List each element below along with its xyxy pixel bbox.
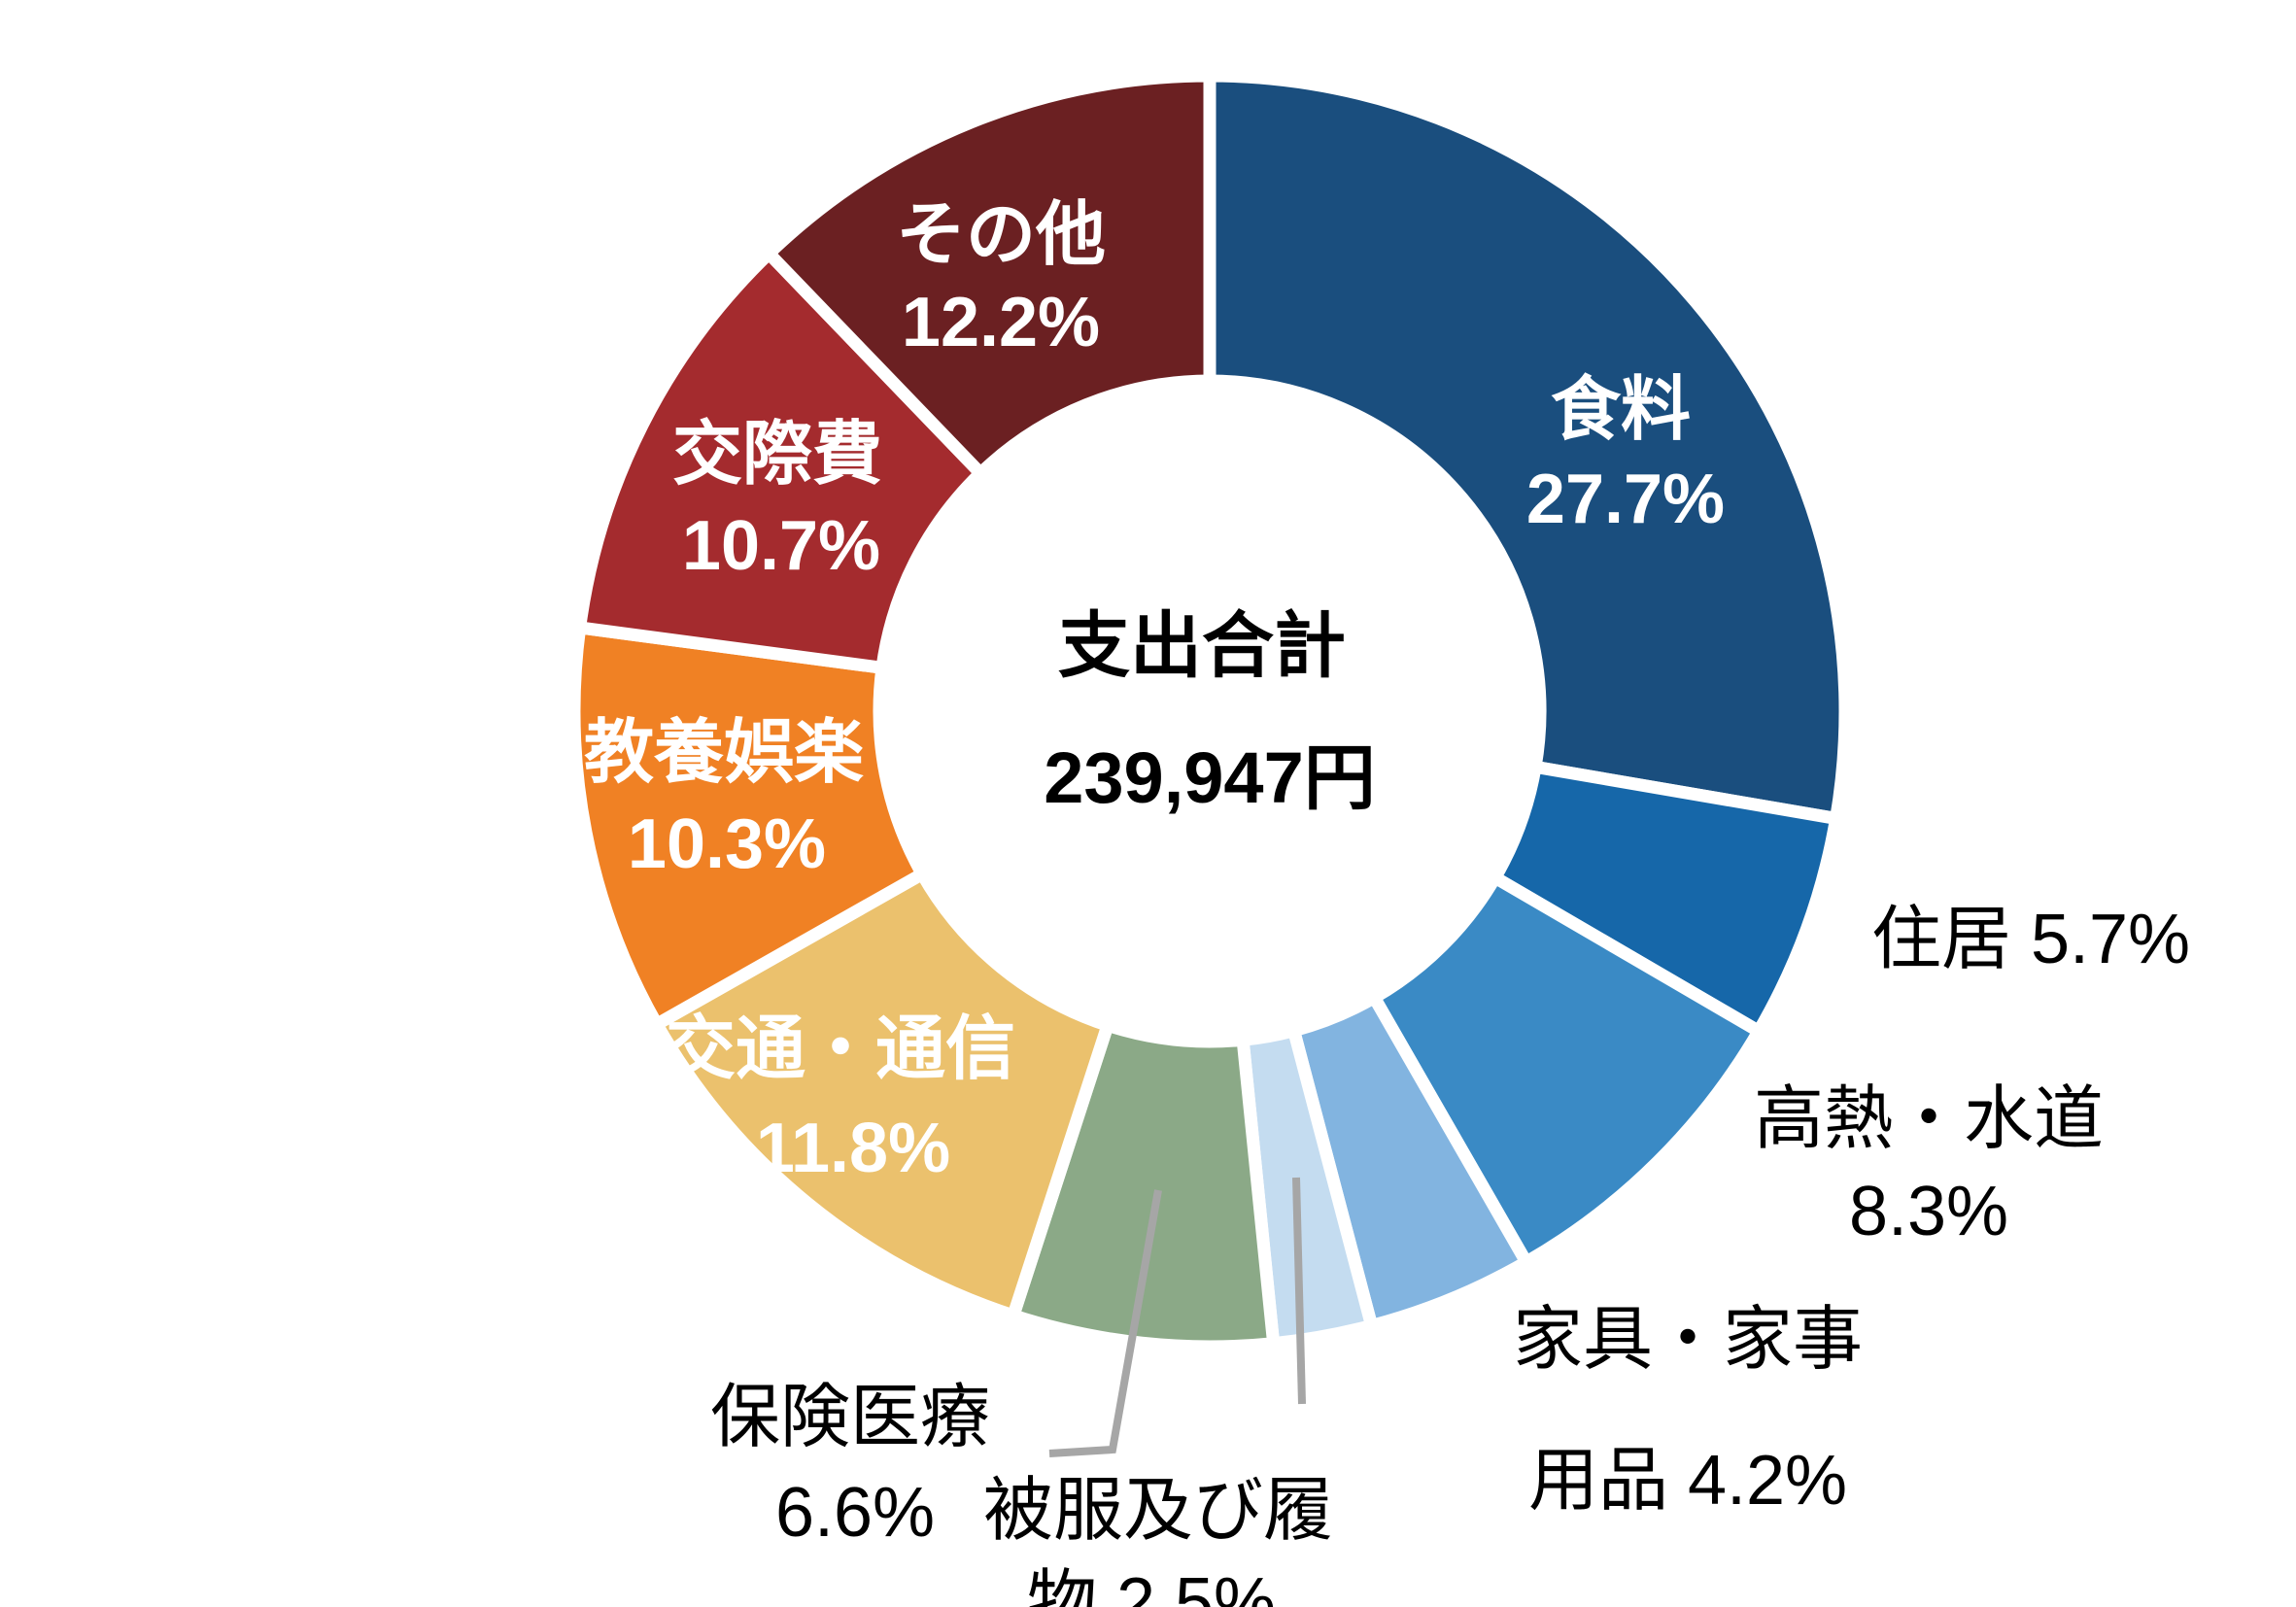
slice-label-clothing-footwear-line2: 物 2.5% <box>1027 1564 1276 1607</box>
slice-label-health-medical-line2: 6.6% <box>775 1474 935 1552</box>
slice-label-utilities-water-line1: 高熱・水道 <box>1754 1080 2104 1158</box>
slice-label-transport-communication-line1: 交通・通信 <box>666 1010 1015 1088</box>
slice-utilities-water <box>1367 871 1765 1269</box>
leader-line-health-medical <box>1048 1189 1162 1457</box>
slice-label-transport-communication-line2: 11.8% <box>756 1110 950 1187</box>
slice-label-social-expenses-line2: 10.7% <box>682 507 880 585</box>
slice-transport-communication <box>650 868 1114 1322</box>
slice-label-social-expenses-line1: 交際費 <box>672 416 882 494</box>
slice-others <box>762 69 1217 480</box>
slice-label-food-line1: 食料 <box>1551 371 1691 449</box>
slice-label-others-line1: その他 <box>896 196 1106 274</box>
leader-lines <box>1048 1177 1306 1457</box>
slice-label-food-line2: 27.7% <box>1526 461 1725 538</box>
slice-social-expenses <box>573 247 987 674</box>
center-total-label: 支出合計 239,947円 <box>1044 605 1376 818</box>
leader-line-clothing-footwear <box>1292 1177 1306 1405</box>
slice-label-housing-line1: 住居 5.7% <box>1871 901 2190 978</box>
slice-food <box>1203 69 1852 825</box>
center-label-line2: 239,947円 <box>1044 737 1376 818</box>
slice-label-furniture-household-line1: 家具・家事 <box>1513 1301 1863 1379</box>
slice-label-culture-entertainment-line1: 教養娯楽 <box>584 714 864 792</box>
slice-culture-entertainment <box>567 621 929 1031</box>
slice-label-furniture-household-line2: 用品 4.2% <box>1528 1442 1847 1520</box>
slice-label-utilities-water-line2: 8.3% <box>1849 1173 2008 1250</box>
slice-label-culture-entertainment-line2: 10.3% <box>628 805 826 883</box>
center-label-line1: 支出合計 <box>1058 605 1346 686</box>
slice-label-others-line2: 12.2% <box>902 284 1100 361</box>
donut-slices <box>567 69 1852 1353</box>
slice-label-health-medical-line1: 保険医療 <box>710 1379 990 1456</box>
slice-label-clothing-footwear-line1: 被服及び履 <box>983 1472 1333 1550</box>
